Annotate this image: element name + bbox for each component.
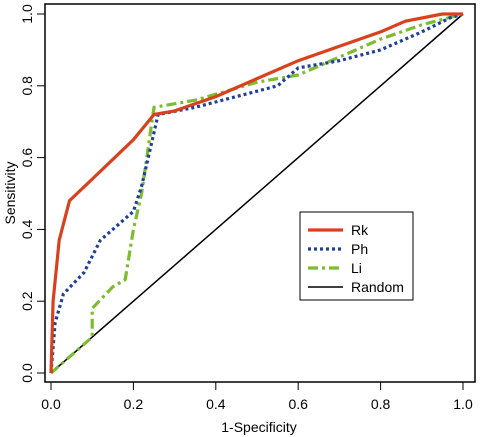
series-line-rk	[49, 12, 463, 374]
series-line-random	[50, 13, 464, 374]
y-axis: 0.0 0.2 0.4 0.6 0.8 1.0	[19, 4, 46, 383]
y-axis-label: Sensitivity	[2, 161, 18, 224]
legend-label-random: Random	[351, 279, 404, 295]
y-tick-label: 0.8	[19, 76, 35, 96]
series-layer	[49, 12, 464, 375]
x-axis: 0.0 0.2 0.4 0.6 0.8 1.0	[41, 381, 473, 412]
x-tick-label: 0.0	[41, 396, 61, 412]
y-tick-label: 0.4	[19, 219, 35, 239]
x-tick-label: 0.8	[371, 396, 391, 412]
legend: Rk Ph Li Random	[299, 211, 414, 301]
y-tick-label: 0.0	[19, 363, 35, 383]
legend-label-ph: Ph	[351, 241, 368, 257]
x-tick-label: 0.2	[124, 396, 144, 412]
legend-label-rk: Rk	[351, 222, 369, 238]
y-tick-label: 1.0	[19, 4, 35, 24]
y-tick-label: 0.2	[19, 291, 35, 311]
x-tick-label: 0.6	[288, 396, 308, 412]
x-tick-label: 0.4	[206, 396, 226, 412]
x-tick-label: 1.0	[453, 396, 473, 412]
x-axis-label: 1-Specificity	[221, 419, 296, 435]
legend-label-li: Li	[351, 260, 362, 276]
series-line-li	[49, 12, 464, 375]
y-tick-label: 0.6	[19, 148, 35, 168]
legend-box	[299, 211, 414, 301]
